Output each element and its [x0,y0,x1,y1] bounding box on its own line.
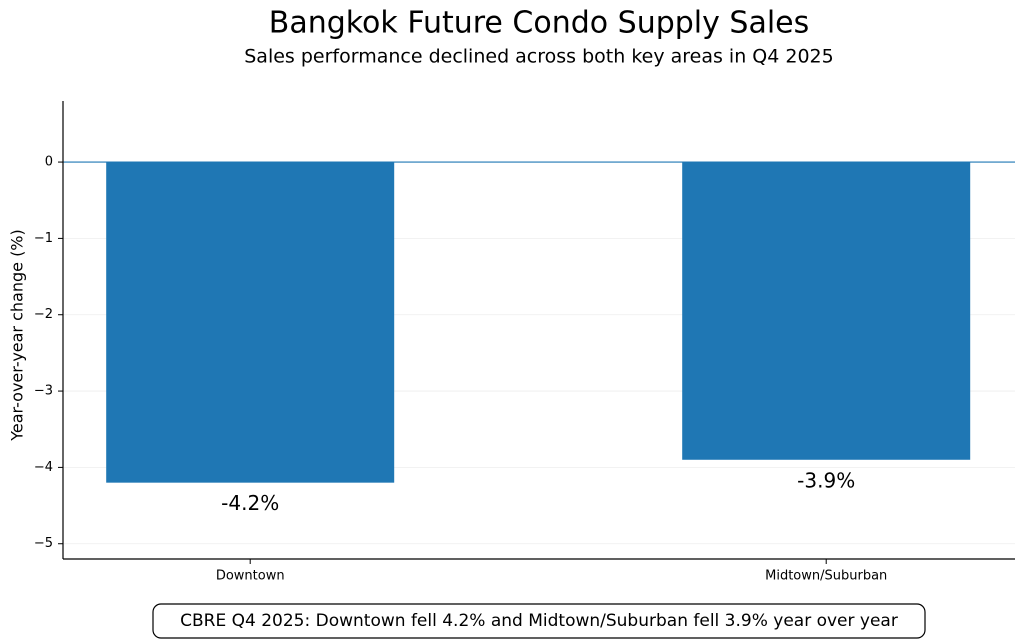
value-label: -4.2% [221,491,279,515]
x-tick-label: Downtown [216,569,285,584]
annotation: CBRE Q4 2025: Downtown fell 4.2% and Mid… [180,611,898,631]
y-tick-label: −5 [34,536,53,551]
chart-title: Bangkok Future Condo Supply Sales [269,6,810,41]
y-tick-label: −2 [34,307,53,322]
bar [106,162,395,483]
bar [682,162,971,460]
x-tick-label: Midtown/Suburban [765,569,887,584]
chart-subtitle: Sales performance declined across both k… [244,46,833,68]
y-tick-label: −3 [34,384,53,399]
y-axis-label: Year-over-year change (%) [8,229,27,442]
y-tick-label: −1 [34,231,53,246]
annotation-box [152,603,926,639]
y-tick-label: −4 [34,460,53,475]
value-label: -3.9% [797,468,855,492]
y-tick-label: 0 [45,155,53,170]
